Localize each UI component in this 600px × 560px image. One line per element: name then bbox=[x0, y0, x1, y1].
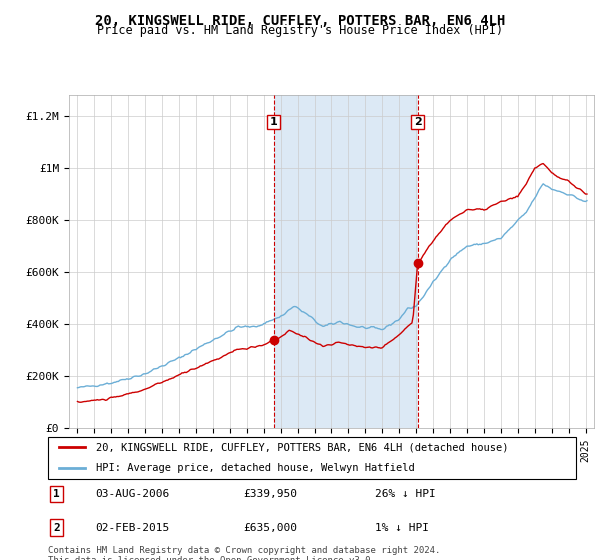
Text: 20, KINGSWELL RIDE, CUFFLEY, POTTERS BAR, EN6 4LH: 20, KINGSWELL RIDE, CUFFLEY, POTTERS BAR… bbox=[95, 14, 505, 28]
Text: 2: 2 bbox=[413, 117, 421, 127]
Text: Contains HM Land Registry data © Crown copyright and database right 2024.
This d: Contains HM Land Registry data © Crown c… bbox=[48, 546, 440, 560]
Text: 03-AUG-2006: 03-AUG-2006 bbox=[95, 489, 170, 499]
FancyBboxPatch shape bbox=[48, 437, 576, 479]
Text: 20, KINGSWELL RIDE, CUFFLEY, POTTERS BAR, EN6 4LH (detached house): 20, KINGSWELL RIDE, CUFFLEY, POTTERS BAR… bbox=[95, 442, 508, 452]
Text: 1% ↓ HPI: 1% ↓ HPI bbox=[376, 523, 430, 533]
Text: HPI: Average price, detached house, Welwyn Hatfield: HPI: Average price, detached house, Welw… bbox=[95, 463, 414, 473]
Text: 02-FEB-2015: 02-FEB-2015 bbox=[95, 523, 170, 533]
Text: 1: 1 bbox=[270, 117, 277, 127]
Bar bbox=[274, 95, 418, 428]
Text: 2: 2 bbox=[53, 523, 60, 533]
Text: 26% ↓ HPI: 26% ↓ HPI bbox=[376, 489, 436, 499]
Text: £635,000: £635,000 bbox=[244, 523, 298, 533]
Text: 1: 1 bbox=[53, 489, 60, 499]
Text: £339,950: £339,950 bbox=[244, 489, 298, 499]
Text: Price paid vs. HM Land Registry's House Price Index (HPI): Price paid vs. HM Land Registry's House … bbox=[97, 24, 503, 37]
